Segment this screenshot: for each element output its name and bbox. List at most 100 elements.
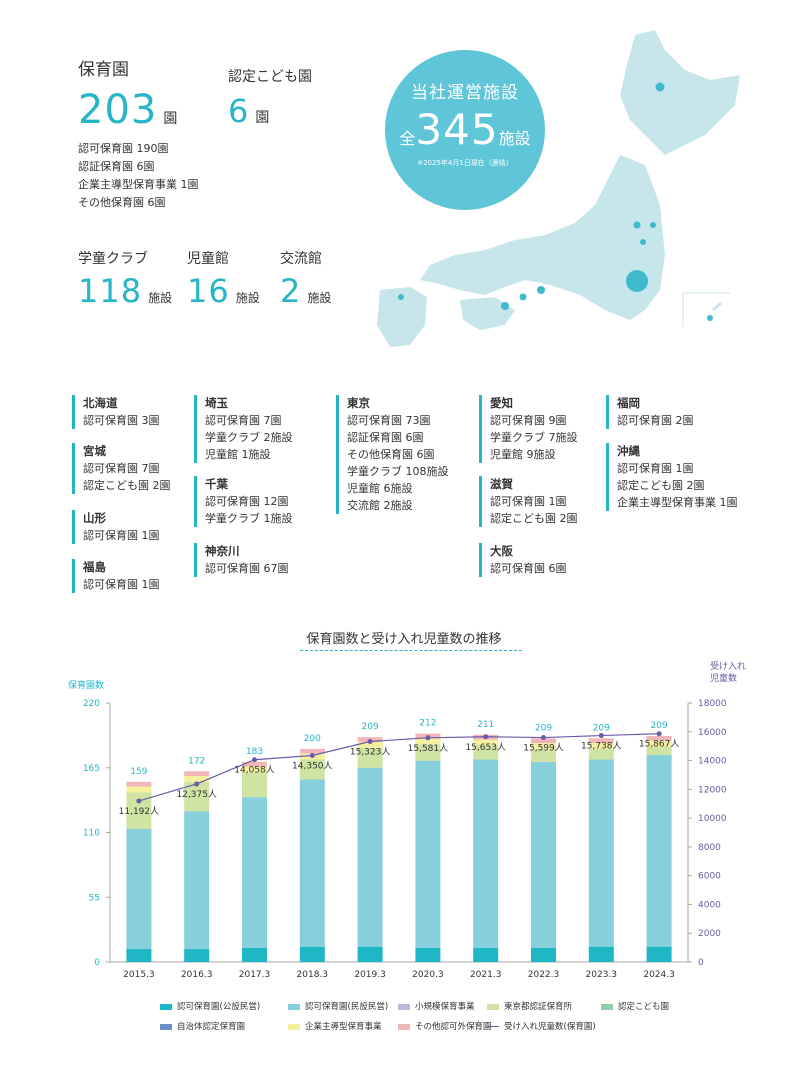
total-count: 345 (415, 105, 499, 154)
bar-line-chart: 0 55 110 165 220 0 2000 4000 6000 8000 10000 12000 1… (83, 699, 727, 980)
legend-item: 認定こども園 (601, 1000, 669, 1012)
legend-label: 企業主導型保育事業 (305, 1022, 382, 1032)
koryukan-count-row: 2 施設 (280, 275, 331, 307)
x-tick-label: 2021.3 (470, 970, 502, 980)
region-item: 学童クラブ 1施設 (205, 512, 293, 525)
x-tick-label: 2019.3 (354, 970, 386, 980)
y-axis-label: 保育園数 (68, 681, 105, 691)
region-item: 認可保育園 6園 (490, 562, 567, 575)
y2-tick-label: 18000 (698, 699, 727, 709)
region-shiga: 滋賀 認可保育園 1園 認定こども園 2園 (479, 476, 578, 527)
y-tick-label: 110 (83, 829, 100, 839)
y2-tick-label: 10000 (698, 814, 727, 824)
map-okinawa-island (712, 301, 722, 312)
bar-segment (646, 746, 672, 755)
legend-label: 小規模保育事業 (415, 1002, 475, 1012)
bar-segment (184, 775, 210, 782)
children-line (138, 733, 660, 802)
region-yamagata: 山形 認可保育園 1園 (72, 510, 160, 544)
region-name: 東京 (347, 396, 370, 410)
legend-label: 受け入れ児童数(保育園) (504, 1022, 596, 1032)
bar-total-label: 183 (246, 747, 263, 757)
jidokan-count: 16 (187, 272, 230, 310)
region-chiba: 千葉 認可保育園 12園 学童クラブ 1施設 (194, 476, 293, 527)
region-item: 認定こども園 2園 (83, 479, 171, 492)
children-point (367, 739, 373, 745)
x-tick-label: 2016.3 (181, 970, 213, 980)
bar-segment (415, 760, 441, 948)
koryukan-count: 2 (280, 272, 302, 310)
hoikuen-count-row: 203 園 (78, 90, 177, 130)
bar-segment (588, 743, 614, 749)
region-tokyo: 東京 認可保育園 73園 認証保育園 6園 その他保育園 6園 学童クラブ 10… (336, 395, 449, 514)
y2-tick-label: 2000 (698, 929, 721, 939)
total-facilities-circle: 当社運営施設 全345施設 ※2025年4月1日現在（連結） (385, 50, 545, 210)
bar-segment (242, 797, 267, 948)
bar-total-label: 172 (188, 756, 205, 766)
region-item: 学童クラブ 108施設 (347, 465, 449, 478)
bar-segment (126, 781, 152, 787)
map-honshu (420, 155, 665, 320)
chart-title-underline (300, 650, 522, 651)
bar-segment (126, 828, 152, 950)
legend-item: 認可保育園(公設民営) (160, 1000, 260, 1012)
legend-swatch (288, 1023, 300, 1030)
bar-total-label: 212 (419, 719, 436, 729)
region-item: 認可保育園 73園 (347, 414, 431, 427)
children-point (309, 753, 315, 759)
region-name: 山形 (83, 511, 106, 525)
y-tick-label: 165 (83, 764, 100, 774)
bar-segment (184, 811, 210, 950)
region-item: 認可保育園 67園 (205, 562, 289, 575)
jidokan-unit: 施設 (235, 291, 260, 305)
children-label: 15,653人 (465, 742, 506, 753)
bar-segment (531, 947, 556, 962)
legend-swatch (601, 1003, 613, 1010)
map-shikoku (460, 297, 515, 330)
koryukan-unit: 施設 (307, 291, 332, 305)
y2-tick-label: 14000 (698, 757, 727, 767)
map-okinawa-frame (682, 292, 730, 327)
map-dot-hokkaido (655, 82, 665, 92)
region-item: 認可保育園 3園 (83, 414, 160, 427)
region-name: 福島 (83, 560, 106, 574)
bar-segment (531, 743, 556, 749)
bar-total-label: 209 (651, 721, 668, 731)
children-point (252, 757, 257, 763)
children-label: 14,058人 (234, 765, 275, 776)
legend-label: その他認可外保育園 (415, 1022, 492, 1032)
legend-swatch (288, 1003, 300, 1010)
bar-segment (588, 946, 614, 962)
map-dot-miyagi (633, 221, 641, 229)
region-aichi: 愛知 認可保育園 9園 学童クラブ 7施設 児童館 9施設 (479, 395, 578, 463)
hoikuen-detail: 認証保育園 6園 (78, 160, 155, 173)
region-fukuoka: 福岡 認可保育園 2園 (606, 395, 694, 429)
x-tick-label: 2023.3 (586, 970, 618, 980)
children-label: 15,323人 (350, 747, 391, 758)
y2-tick-label: 0 (698, 958, 704, 968)
region-miyagi: 宮城 認可保育園 7園 認定こども園 2園 (72, 443, 171, 494)
map-dot-yamagata (650, 222, 656, 228)
legend-swatch (160, 1003, 172, 1010)
region-item: 認可保育園 1園 (83, 529, 160, 542)
y2-tick-label: 6000 (698, 872, 721, 882)
region-name: 北海道 (83, 396, 118, 410)
hoikuen-detail: 企業主導型保育事業 1園 (78, 178, 199, 191)
region-item: 児童館 9施設 (490, 448, 556, 461)
total-prefix: 全 (399, 129, 416, 148)
region-item: 企業主導型保育事業 1園 (617, 496, 738, 509)
bar-segment (299, 748, 325, 754)
bar-segment (184, 949, 210, 962)
region-item: 認可保育園 12園 (205, 495, 289, 508)
y2-tick-label: 4000 (698, 900, 721, 910)
region-name: 宮城 (83, 444, 106, 458)
region-name: 千葉 (205, 477, 228, 491)
kodomoen-count: 6 (228, 92, 250, 130)
children-point (598, 733, 604, 739)
japan-map (377, 30, 740, 347)
map-dot-shiga (519, 293, 527, 301)
bar-segment (473, 745, 499, 760)
map-dot-okinawa (707, 315, 713, 321)
children-label: 15,867人 (639, 739, 680, 750)
bar-total-label: 209 (362, 722, 379, 732)
